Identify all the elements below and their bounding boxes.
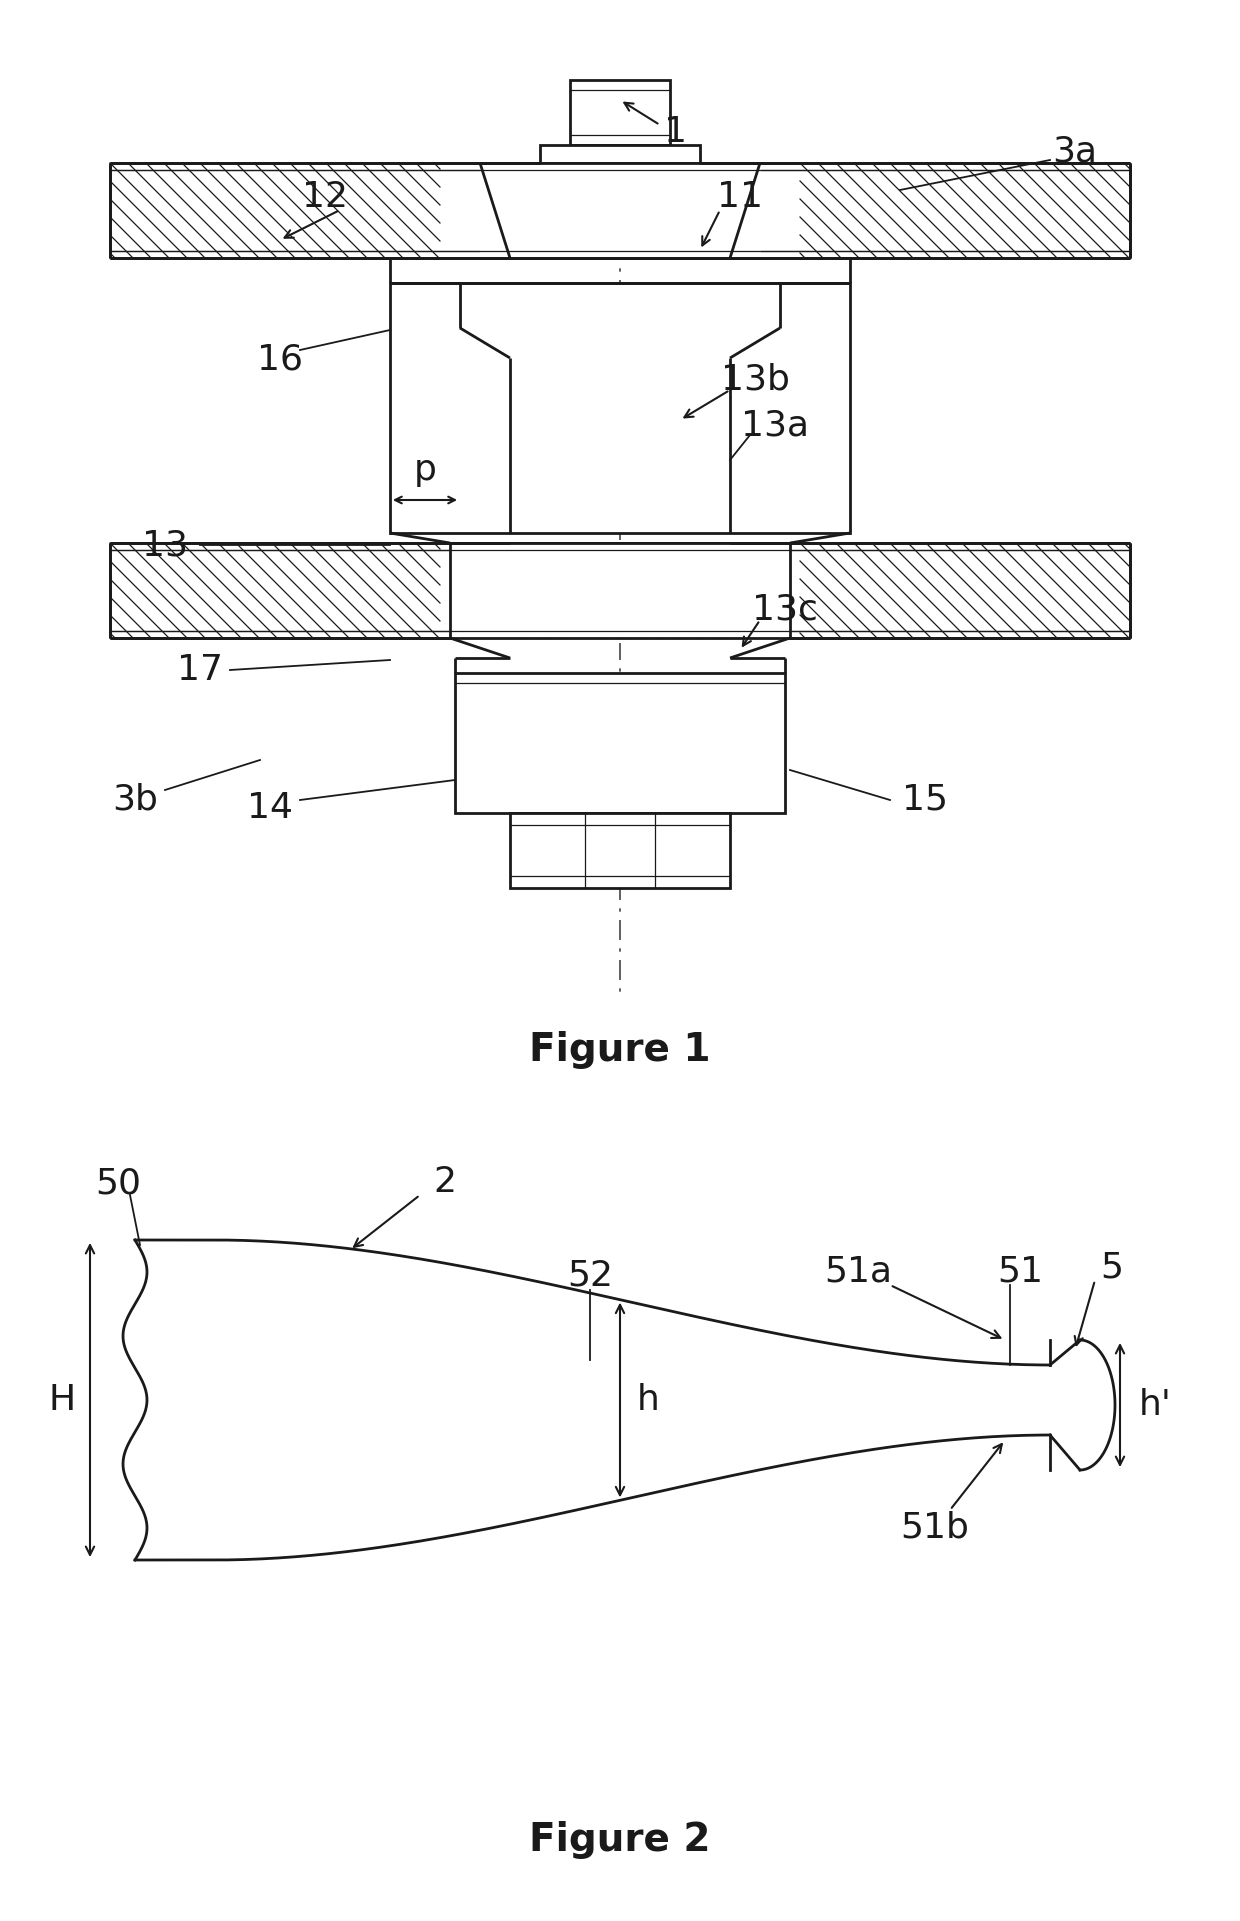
Text: 14: 14 <box>247 791 293 824</box>
Bar <box>391 282 849 532</box>
Bar <box>539 144 701 163</box>
Text: 51: 51 <box>997 1254 1043 1289</box>
Text: 11: 11 <box>717 181 763 213</box>
Text: 51a: 51a <box>825 1254 892 1289</box>
Text: 5: 5 <box>1101 1251 1123 1285</box>
Polygon shape <box>730 163 760 257</box>
Bar <box>510 813 730 888</box>
Text: 13: 13 <box>143 528 188 563</box>
Text: 13a: 13a <box>742 407 808 442</box>
Bar <box>450 544 790 644</box>
Text: 12: 12 <box>303 181 348 213</box>
Text: 13c: 13c <box>753 594 818 626</box>
Text: H: H <box>48 1383 76 1418</box>
Text: 1: 1 <box>663 115 687 150</box>
Text: p: p <box>414 453 436 488</box>
Bar <box>570 81 670 144</box>
Text: 3b: 3b <box>112 784 157 816</box>
Text: 15: 15 <box>901 784 949 816</box>
Bar <box>455 672 785 813</box>
Bar <box>110 544 1130 638</box>
Polygon shape <box>510 163 730 257</box>
Text: 2: 2 <box>434 1164 456 1199</box>
Text: Figure 1: Figure 1 <box>529 1032 711 1068</box>
Text: 51b: 51b <box>900 1510 970 1544</box>
Text: 17: 17 <box>177 653 223 688</box>
Polygon shape <box>480 163 510 257</box>
Text: 50: 50 <box>95 1166 141 1201</box>
Text: Figure 2: Figure 2 <box>529 1821 711 1860</box>
Text: 3a: 3a <box>1053 134 1097 169</box>
Text: h: h <box>636 1383 660 1418</box>
Text: 13b: 13b <box>720 363 790 398</box>
Text: h': h' <box>1138 1389 1172 1422</box>
Bar <box>110 163 1130 257</box>
Text: 52: 52 <box>567 1258 613 1293</box>
Text: 16: 16 <box>257 344 303 377</box>
